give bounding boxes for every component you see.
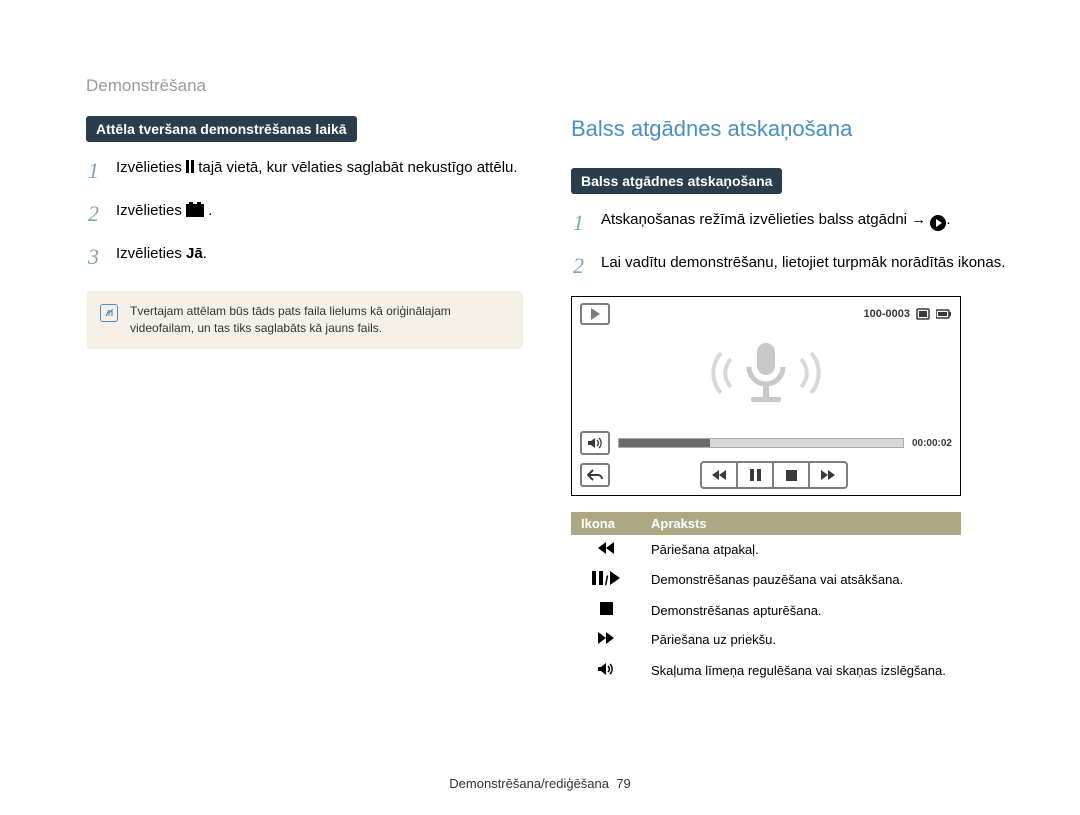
- stop-button[interactable]: [774, 463, 810, 487]
- footer-text: Demonstrēšana/rediģēšana: [449, 776, 609, 791]
- cell-desc: Pāriešana uz priekšu.: [641, 625, 961, 654]
- cell-desc: Skaļuma līmeņa regulēšana vai skaņas izs…: [641, 654, 961, 687]
- cell-desc: Demonstrēšanas pauzēšana vai atsākšana.: [641, 564, 961, 595]
- left-step-1: 1 Izvēlieties tajā vietā, kur vēlaties s…: [88, 154, 523, 187]
- volume-button[interactable]: [580, 431, 610, 455]
- left-step-2: 2 Izvēlieties .: [88, 197, 523, 230]
- volume-icon: [597, 661, 615, 677]
- step-text-pre: Izvēlieties: [116, 245, 186, 262]
- left-column: Attēla tveršana demonstrēšanas laikā 1 I…: [86, 116, 523, 687]
- table-row: Pāriešana atpakaļ.: [571, 535, 961, 564]
- forward-icon: [598, 632, 614, 644]
- page-number: 79: [616, 776, 630, 791]
- status-bar: 100-0003: [864, 303, 953, 325]
- table-row: Demonstrēšanas apturēšana.: [571, 595, 961, 625]
- table-header-icon: Ikona: [571, 512, 641, 535]
- cell-desc: Demonstrēšanas apturēšana.: [641, 595, 961, 625]
- forward-button[interactable]: [810, 463, 846, 487]
- back-icon: [587, 469, 603, 481]
- time-label: 00:00:02: [912, 438, 952, 449]
- page-header: Demonstrēšana: [86, 76, 1008, 96]
- step-text-pre: Izvēlieties: [116, 159, 186, 176]
- play-icon: [610, 571, 620, 585]
- play-circle-icon: [930, 215, 946, 231]
- step-number: 1: [88, 154, 106, 187]
- step-text-post: .: [208, 202, 212, 219]
- volume-icon: [587, 436, 603, 450]
- step-text-pre: Izvēlieties: [116, 202, 186, 219]
- transport-controls: [700, 461, 848, 489]
- step-text-bold: Jā: [186, 245, 203, 262]
- table-row: Pāriešana uz priekšu.: [571, 625, 961, 654]
- rewind-icon: [598, 542, 614, 554]
- note-box: Tvertajam attēlam būs tāds pats faila li…: [86, 291, 523, 349]
- cell-desc: Pāriešana atpakaļ.: [641, 535, 961, 564]
- main-heading: Balss atgādnes atskaņošana: [571, 116, 1008, 142]
- note-text: Tvertajam attēlam būs tāds pats faila li…: [130, 303, 509, 337]
- file-counter: 100-0003: [864, 308, 911, 320]
- icon-description-table: Ikona Apraksts Pāriešana atpakaļ. / Demo…: [571, 512, 961, 687]
- right-section-title: Balss atgādnes atskaņošana: [571, 168, 782, 194]
- right-step-1: 1 Atskaņošanas režīmā izvēlieties balss …: [573, 206, 1008, 239]
- card-icon: [916, 308, 930, 320]
- left-step-3: 3 Izvēlieties Jā.: [88, 240, 523, 273]
- note-icon: [100, 304, 118, 322]
- table-header-desc: Apraksts: [641, 512, 961, 535]
- table-row: Skaļuma līmeņa regulēšana vai skaņas izs…: [571, 654, 961, 687]
- step-text: Atskaņošanas režīmā izvēlieties balss at…: [601, 211, 930, 228]
- battery-icon: [936, 309, 952, 319]
- playback-indicator-icon[interactable]: [580, 303, 610, 325]
- progress-bar[interactable]: [618, 438, 904, 448]
- pause-icon: [186, 160, 194, 173]
- step-number: 1: [573, 206, 591, 239]
- step-text-post: tajā vietā, kur vēlaties saglabāt nekust…: [198, 159, 517, 176]
- stop-icon: [600, 602, 613, 615]
- right-column: Balss atgādnes atskaņošana Balss atgādne…: [571, 116, 1008, 687]
- microphone-graphic: [691, 335, 841, 416]
- step-number: 3: [88, 240, 106, 273]
- pause-button[interactable]: [738, 463, 774, 487]
- step-text: Lai vadītu demonstrēšanu, lietojiet turp…: [601, 249, 1005, 282]
- page-footer: Demonstrēšana/rediģēšana 79: [0, 776, 1080, 791]
- right-step-2: 2 Lai vadītu demonstrēšanu, lietojiet tu…: [573, 249, 1008, 282]
- film-icon: [186, 204, 204, 217]
- player-frame: 100-0003: [571, 296, 961, 496]
- pause-icon: [592, 571, 603, 585]
- step-number: 2: [573, 249, 591, 282]
- progress-fill: [619, 439, 710, 447]
- left-section-title: Attēla tveršana demonstrēšanas laikā: [86, 116, 357, 142]
- step-text-post: .: [203, 245, 207, 262]
- back-button[interactable]: [580, 463, 610, 487]
- step-number: 2: [88, 197, 106, 230]
- table-row: / Demonstrēšanas pauzēšana vai atsākšana…: [571, 564, 961, 595]
- rewind-button[interactable]: [702, 463, 738, 487]
